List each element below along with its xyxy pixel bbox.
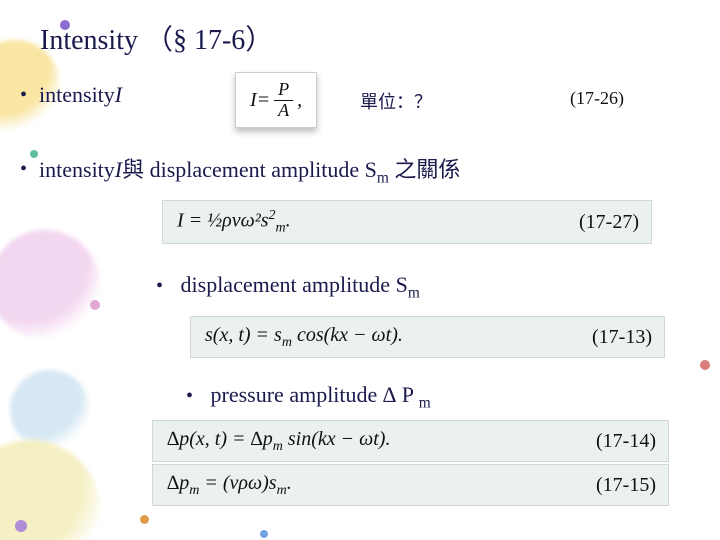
row1-var: I bbox=[115, 82, 122, 108]
eq26-num: P bbox=[274, 80, 293, 100]
eq26-eq: = bbox=[257, 89, 271, 112]
row-intensity-relation: • intensity I 與 displacement amplitude S… bbox=[20, 152, 460, 187]
eq14-body: ∆p(x, t) = ∆pm sin(kx − ωt). bbox=[167, 428, 390, 455]
eq26-tail: , bbox=[297, 89, 302, 112]
eq26-den: A bbox=[274, 101, 293, 121]
row2-mid: 與 displacement amplitude Sm 之關係 bbox=[122, 152, 460, 187]
bullet-icon: • bbox=[186, 385, 193, 407]
eq27-label: (17-27) bbox=[579, 211, 639, 234]
row-pressure-amplitude: • pressure amplitude ∆ P m bbox=[186, 382, 431, 412]
eq13-body: s(x, t) = sm cos(kx − ωt). bbox=[205, 324, 403, 351]
row2-var: I bbox=[115, 157, 122, 183]
eq-17-14: ∆p(x, t) = ∆pm sin(kx − ωt). (17-14) bbox=[152, 420, 669, 462]
eq13-label: (17-13) bbox=[592, 326, 652, 349]
row1-text: intensity bbox=[39, 82, 115, 108]
eq15-body: ∆pm = (vρω)sm. bbox=[167, 472, 292, 499]
unit-note: 單位：？ bbox=[360, 88, 432, 114]
eq-26-label: (17-26) bbox=[570, 88, 624, 109]
row-intensity-i: • intensity I bbox=[20, 82, 122, 108]
eq-17-26: I = P A , bbox=[235, 72, 317, 128]
eq15-label: (17-15) bbox=[596, 474, 656, 497]
eq-17-27: I = ½ρvω²s2m. (17-27) bbox=[162, 200, 652, 244]
bullet-icon: • bbox=[20, 158, 27, 181]
row3-body: displacement amplitude Sm bbox=[181, 272, 420, 297]
row4-body: pressure amplitude ∆ P m bbox=[211, 382, 431, 407]
bullet-icon: • bbox=[156, 275, 163, 297]
slide-title: Intensity （§ 17-6） bbox=[40, 18, 273, 58]
eq-17-13: s(x, t) = sm cos(kx − ωt). (17-13) bbox=[190, 316, 665, 358]
eq26-frac: P A bbox=[274, 80, 293, 121]
eq14-label: (17-14) bbox=[596, 430, 656, 453]
eq26-lhs: I bbox=[250, 89, 257, 112]
eq27-body: I = ½ρvω²s2m. bbox=[177, 208, 291, 237]
eq-17-15: ∆pm = (vρω)sm. (17-15) bbox=[152, 464, 669, 506]
row-disp-amplitude: • displacement amplitude Sm bbox=[156, 272, 420, 302]
bullet-icon: • bbox=[20, 84, 27, 107]
row2-prefix: intensity bbox=[39, 157, 115, 183]
